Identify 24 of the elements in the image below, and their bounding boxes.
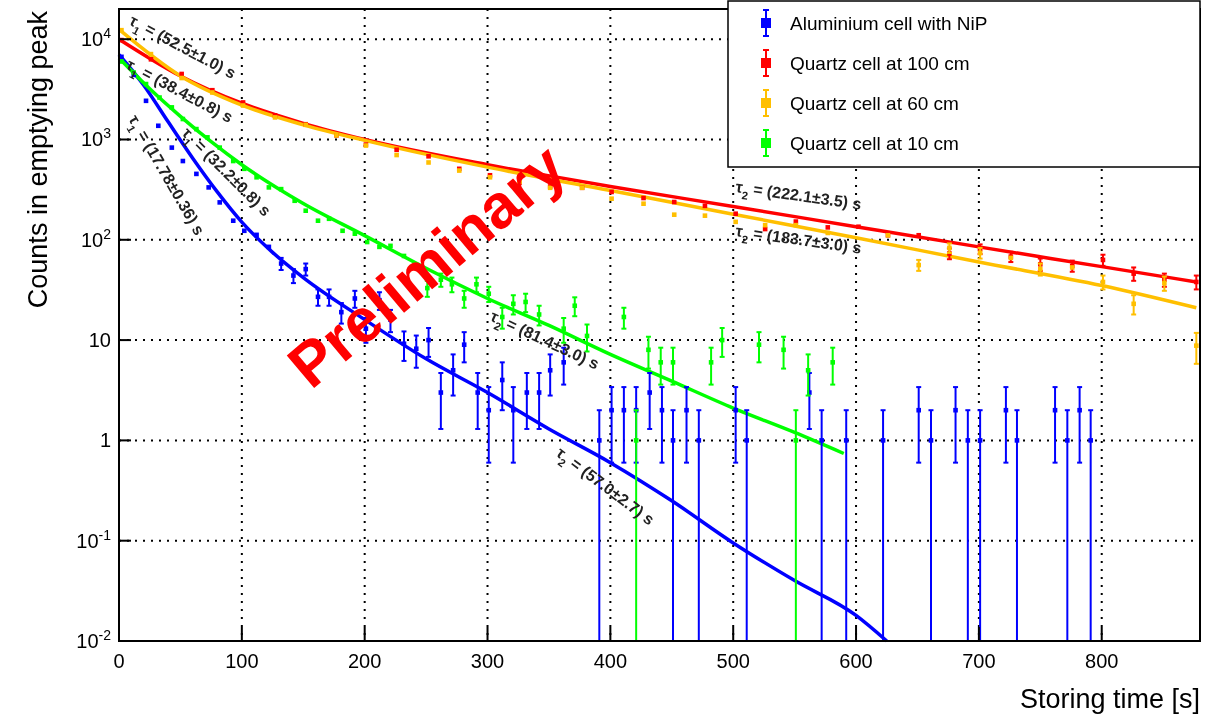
legend-label: Quartz cell at 10 cm (790, 133, 959, 154)
legend-label: Quartz cell at 60 cm (790, 93, 959, 114)
legend-label: Quartz cell at 100 cm (790, 53, 970, 74)
annotation: τ$_{2}$ = (222.1±3.5) s (734, 178, 863, 213)
x-tick-label: 800 (1085, 650, 1119, 672)
y-tick-label: 10$^{2}$ (80, 225, 112, 251)
x-tick-label: 500 (716, 650, 750, 672)
y-axis-title: Counts in emptying peak (23, 10, 53, 309)
y-tick-label: 10 (88, 329, 111, 352)
annotation: τ$_{2}$ = (183.7±3.0) s (734, 222, 863, 257)
x-tick-label: 100 (225, 650, 259, 672)
x-tick-label: 300 (470, 650, 505, 672)
x-tick-label: 0 (113, 650, 125, 672)
y-tick-label: 10$^{3}$ (80, 125, 112, 151)
x-axis-title: Storing time [s] (1019, 684, 1200, 714)
x-tick-label: 200 (347, 650, 382, 672)
y-tick-label: 10$^{-2}$ (76, 627, 112, 652)
x-tick-label: 700 (962, 650, 996, 672)
y-tick-label: 1 (99, 429, 111, 452)
x-tick-label: 600 (839, 650, 873, 672)
x-tick-label: 400 (593, 650, 628, 672)
y-tick-label: 10$^{-1}$ (76, 526, 112, 552)
legend-label: Aluminium cell with NiP (790, 13, 988, 34)
y-tick-label: 10$^{4}$ (80, 25, 112, 51)
